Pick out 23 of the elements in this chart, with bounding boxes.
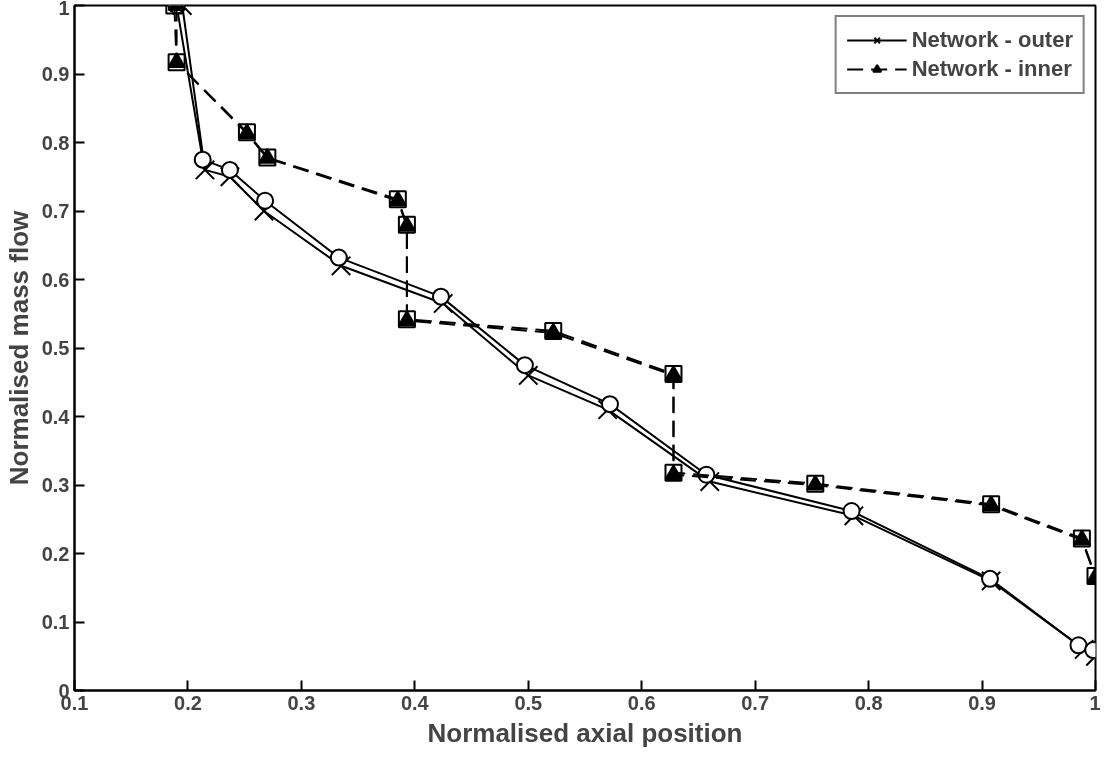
x-tick-label: 0.9 — [968, 691, 996, 714]
x-tick-label: 0.4 — [400, 691, 430, 714]
legend-label: Network - inner — [911, 56, 1072, 82]
x-tick-label: 0.5 — [514, 691, 543, 714]
y-axis-title: Normalised mass flow — [3, 209, 34, 486]
y-tick-label: 0.2 — [41, 542, 70, 565]
x-tick-label: 0.2 — [174, 691, 202, 714]
y-tick-label: 0.3 — [41, 474, 70, 496]
y-tick-label: 0.4 — [41, 405, 71, 428]
y-tick-label: 0.7 — [41, 200, 70, 222]
y-tick-label: 1 — [58, 0, 70, 19]
x-tick-label: 0.6 — [627, 691, 656, 714]
x-tick-label: 0.3 — [287, 691, 316, 714]
x-axis-title: Normalised axial position — [427, 717, 743, 748]
y-tick-label: 0.1 — [41, 611, 70, 633]
x-tick-label: 1 — [1089, 691, 1101, 714]
y-tick-label: 0.9 — [41, 63, 70, 85]
x-tick-label: 0.7 — [741, 691, 770, 714]
x-tick-label: 0.8 — [854, 691, 883, 714]
y-tick-label: 0.6 — [41, 268, 70, 291]
legend-label: Network - outer — [911, 27, 1073, 53]
y-tick-label: 0.8 — [41, 131, 70, 154]
y-tick-label: 0.5 — [41, 337, 70, 359]
